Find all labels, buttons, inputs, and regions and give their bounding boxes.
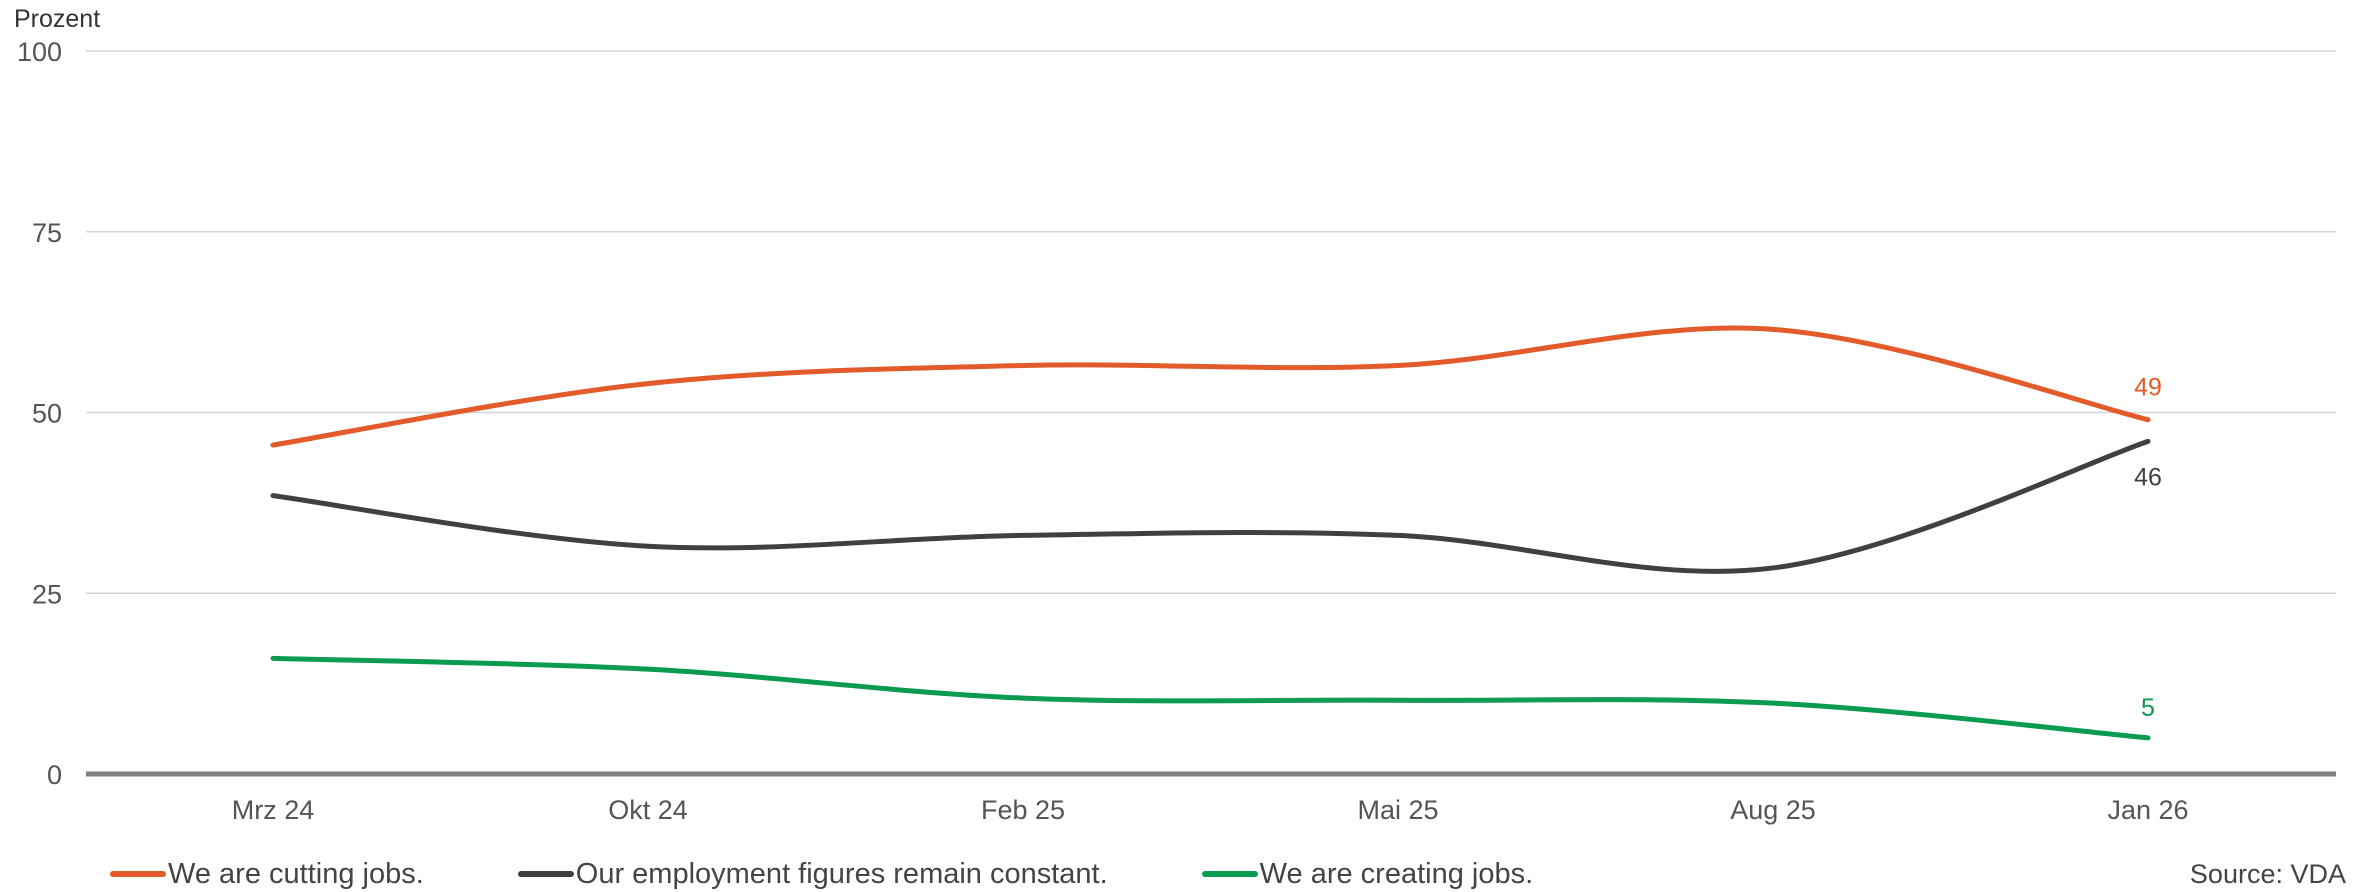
series-lines — [270, 325, 2151, 741]
end-value-label-0: 49 — [2134, 374, 2162, 402]
legend-swatch-constant — [517, 871, 574, 877]
legend-item-constant: Our employment figures remain constant. — [517, 857, 1108, 891]
legend-item-cutting: We are cutting jobs. — [110, 858, 424, 891]
series-line-1 — [270, 438, 2151, 574]
legend-item-creating: We are creating jobs. — [1201, 857, 1534, 891]
legend-swatch-cutting — [110, 871, 166, 877]
x-tick-label: Okt 24 — [608, 795, 688, 825]
x-tick-label: Aug 25 — [1730, 795, 1816, 825]
x-tick-label: Feb 25 — [981, 795, 1065, 825]
y-tick-label: 75 — [32, 218, 62, 248]
source-note: Source: VDA — [2189, 859, 2346, 889]
y-axis-ticks: 0 25 50 75 100 — [17, 37, 62, 790]
x-axis-ticks: Mrz 24 Okt 24 Feb 25 Mai 25 Aug 25 Jan 26 — [232, 795, 2189, 825]
series-line-0 — [270, 325, 2151, 448]
y-tick-label: 100 — [17, 37, 62, 67]
y-axis-title: Prozent — [14, 5, 100, 33]
end-value-label-1: 46 — [2134, 463, 2162, 491]
x-tick-label: Mrz 24 — [232, 795, 315, 825]
y-tick-label: 0 — [47, 760, 62, 790]
end-value-label-2: 5 — [2141, 694, 2155, 722]
legend-label-cutting: We are cutting jobs. — [168, 857, 424, 890]
legend: We are cutting jobs. Our employment figu… — [110, 856, 1627, 892]
series-line-2 — [270, 655, 2151, 741]
data-labels: 49 46 5 — [2134, 374, 2162, 722]
y-tick-label: 50 — [32, 399, 62, 429]
legend-label-constant: Our employment figures remain constant. — [575, 857, 1108, 890]
gridlines — [86, 50, 2336, 777]
legend-label-creating: We are creating jobs. — [1259, 857, 1534, 890]
x-tick-label: Mai 25 — [1357, 795, 1438, 825]
x-tick-label: Jan 26 — [2107, 795, 2188, 825]
legend-swatch-creating — [1201, 871, 1258, 877]
y-tick-label: 25 — [32, 579, 62, 609]
